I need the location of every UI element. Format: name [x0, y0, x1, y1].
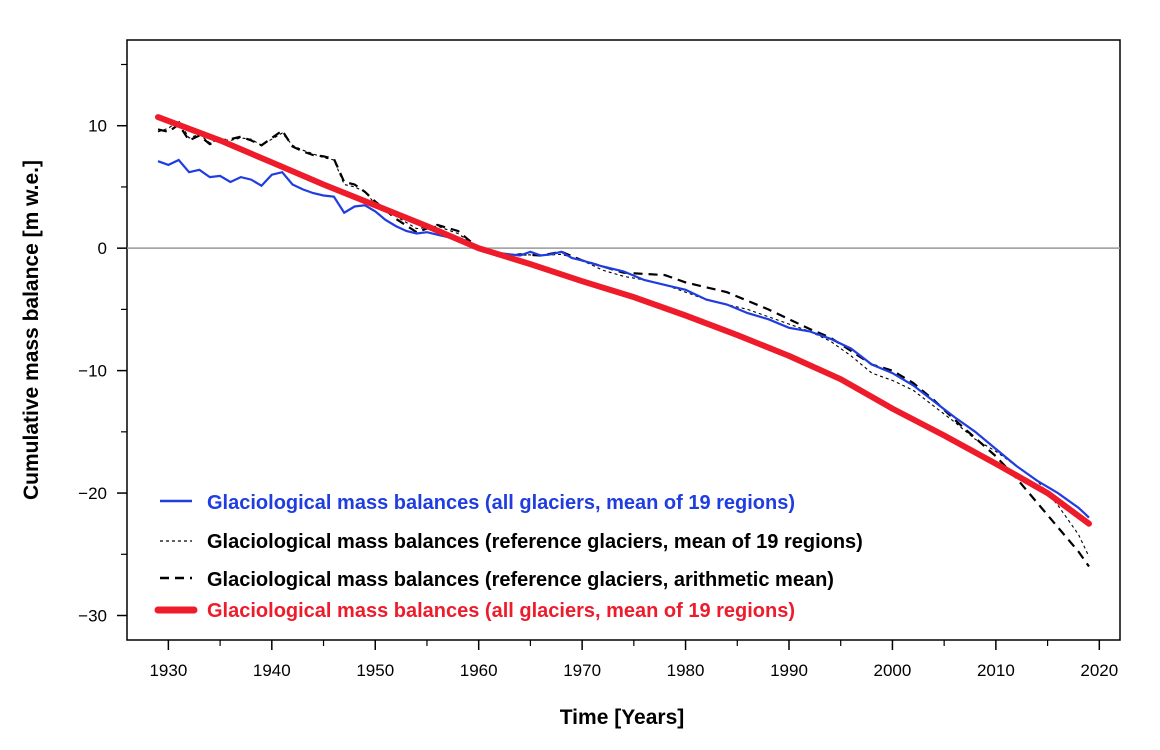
- series-line-4: [155, 114, 1092, 527]
- y-axis: 10 0 −10 −20 −30: [78, 63, 127, 626]
- x-tick-label: 2010: [977, 661, 1015, 680]
- series-line-1: [157, 158, 1090, 519]
- x-axis-title: Time [Years]: [560, 706, 685, 729]
- y-tick-label: −10: [78, 362, 107, 381]
- x-tick-label: 1960: [460, 661, 498, 680]
- legend: Glaciological mass balances (all glacier…: [154, 492, 863, 622]
- x-tick-label: 1970: [563, 661, 601, 680]
- x-tick-label: 1990: [770, 661, 808, 680]
- legend-label-series-3: Glaciological mass balances (reference g…: [207, 569, 834, 591]
- y-tick-label: 0: [98, 239, 107, 258]
- series-line-3: [157, 122, 1090, 568]
- x-tick-label: 1980: [667, 661, 705, 680]
- x-tick-label: 1940: [253, 661, 291, 680]
- legend-label-series-4: Glaciological mass balances (all glacier…: [207, 600, 795, 622]
- y-tick-label: 10: [88, 117, 107, 136]
- legend-label-series-1: Glaciological mass balances (all glacier…: [207, 492, 795, 514]
- y-axis-title: Cumulative mass balance [m w.e.]: [20, 160, 43, 500]
- legend-label-series-2: Glaciological mass balances (reference g…: [207, 531, 863, 553]
- x-tick-label: 1930: [149, 661, 187, 680]
- x-tick-label: 2020: [1080, 661, 1118, 680]
- y-tick-label: −30: [78, 607, 107, 626]
- y-tick-label: −20: [78, 484, 107, 503]
- x-axis: 1930 1940 1950 1960 1970 1980 1990 2000 2010 2020: [149, 640, 1118, 680]
- x-tick-label: 1950: [356, 661, 394, 680]
- x-tick-label: 2000: [874, 661, 912, 680]
- series-layer: [155, 114, 1092, 568]
- plot-frame: [126, 39, 1121, 641]
